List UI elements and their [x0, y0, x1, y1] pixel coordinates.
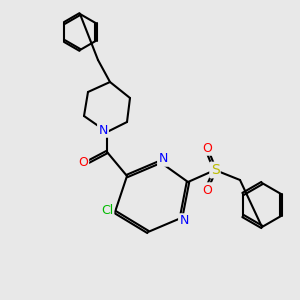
Text: N: N: [158, 152, 168, 166]
Text: N: N: [98, 124, 108, 136]
Text: O: O: [202, 142, 212, 154]
Text: S: S: [211, 163, 219, 177]
Text: O: O: [78, 155, 88, 169]
Text: Cl: Cl: [101, 203, 113, 217]
Text: N: N: [179, 214, 189, 227]
Text: O: O: [202, 184, 212, 196]
